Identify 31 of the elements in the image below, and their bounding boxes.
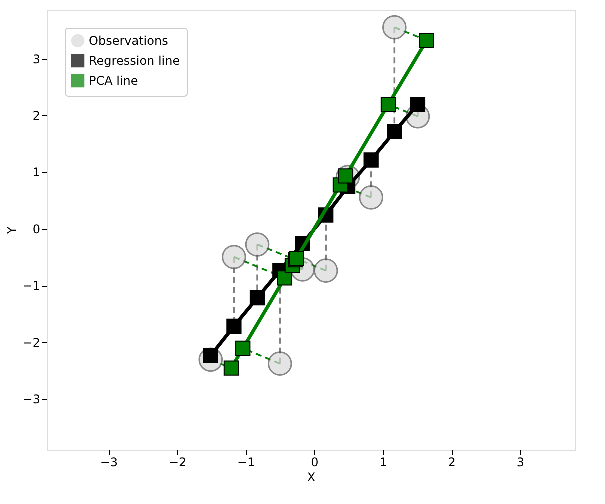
point — [226, 318, 242, 334]
x-tick-label: 1 — [380, 456, 388, 470]
x-tick-label: 3 — [516, 456, 524, 470]
y-tick-label: 1 — [32, 166, 40, 180]
x-axis-title: X — [307, 470, 316, 484]
point — [268, 352, 292, 376]
point — [419, 33, 434, 48]
legend-label: Observations — [89, 34, 168, 48]
point — [245, 232, 270, 257]
y-tick-label: −3 — [22, 392, 40, 406]
y-tick-label: 0 — [32, 222, 40, 236]
point — [382, 15, 407, 40]
y-tick-label: 2 — [32, 108, 40, 123]
y-tick-label: 3 — [32, 52, 40, 66]
x-tick-label: −2 — [168, 456, 187, 470]
y-tick-label: −1 — [22, 279, 40, 294]
point — [314, 258, 338, 283]
y-tick-label: −2 — [22, 336, 40, 350]
point — [359, 186, 384, 210]
x-tick-label: −3 — [100, 456, 118, 470]
point — [250, 290, 266, 306]
x-tick-label: 2 — [448, 456, 456, 470]
legend-label: PCA line — [89, 74, 138, 88]
point — [387, 124, 402, 140]
x-tick-label: 0 — [311, 456, 319, 470]
point — [224, 360, 240, 376]
legend-label: Regression line — [89, 54, 180, 68]
point — [364, 152, 379, 168]
y-axis-title: Y — [4, 226, 19, 236]
point — [222, 245, 246, 270]
x-tick-label: −1 — [238, 456, 256, 470]
